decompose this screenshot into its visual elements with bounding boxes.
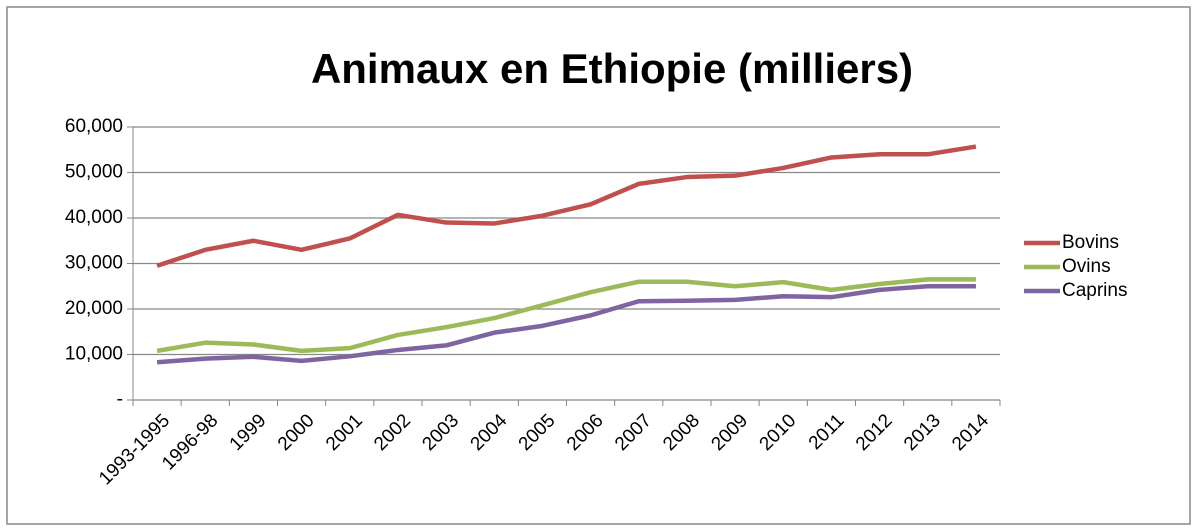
y-tick-label: 10,000: [65, 344, 123, 365]
series-line: [156, 144, 977, 268]
series-line: [156, 284, 976, 365]
y-tick-label: 30,000: [65, 253, 123, 274]
y-tick-label: 60,000: [65, 116, 123, 137]
legend-label: Bovins: [1062, 232, 1119, 253]
legend-label: Caprins: [1062, 280, 1127, 301]
chart-border: [6, 6, 1191, 525]
y-tick-label: 40,000: [65, 207, 123, 228]
y-tick-label: 20,000: [65, 298, 123, 319]
y-tick-label: 50,000: [65, 162, 123, 183]
legend-label: Ovins: [1062, 256, 1111, 277]
series-line: [156, 277, 976, 354]
y-tick-label: -: [117, 389, 123, 410]
chart-title: Animaux en Ethiopie (milliers): [311, 45, 913, 92]
